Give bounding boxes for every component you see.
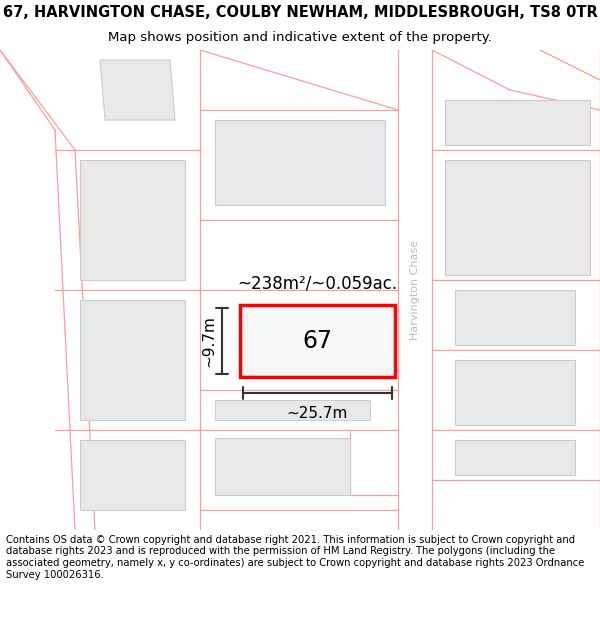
Text: ~238m²/~0.059ac.: ~238m²/~0.059ac.: [238, 274, 398, 292]
Polygon shape: [215, 120, 385, 205]
Polygon shape: [455, 360, 575, 425]
Bar: [240, 305, 395, 377]
Polygon shape: [215, 400, 370, 420]
Polygon shape: [80, 300, 185, 420]
Text: ~9.7m: ~9.7m: [201, 315, 216, 367]
Text: ~25.7m: ~25.7m: [287, 406, 348, 421]
Polygon shape: [455, 440, 575, 475]
Text: 67: 67: [302, 329, 332, 353]
Polygon shape: [445, 100, 590, 145]
Polygon shape: [80, 440, 185, 510]
Text: 67, HARVINGTON CHASE, COULBY NEWHAM, MIDDLESBROUGH, TS8 0TR: 67, HARVINGTON CHASE, COULBY NEWHAM, MID…: [2, 5, 598, 20]
Text: Map shows position and indicative extent of the property.: Map shows position and indicative extent…: [108, 31, 492, 44]
Polygon shape: [80, 160, 185, 280]
Polygon shape: [100, 60, 175, 120]
Text: Contains OS data © Crown copyright and database right 2021. This information is : Contains OS data © Crown copyright and d…: [6, 535, 584, 580]
Polygon shape: [455, 290, 575, 345]
Polygon shape: [445, 160, 590, 275]
Text: Harvington Chase: Harvington Chase: [410, 240, 420, 340]
Polygon shape: [215, 438, 350, 495]
